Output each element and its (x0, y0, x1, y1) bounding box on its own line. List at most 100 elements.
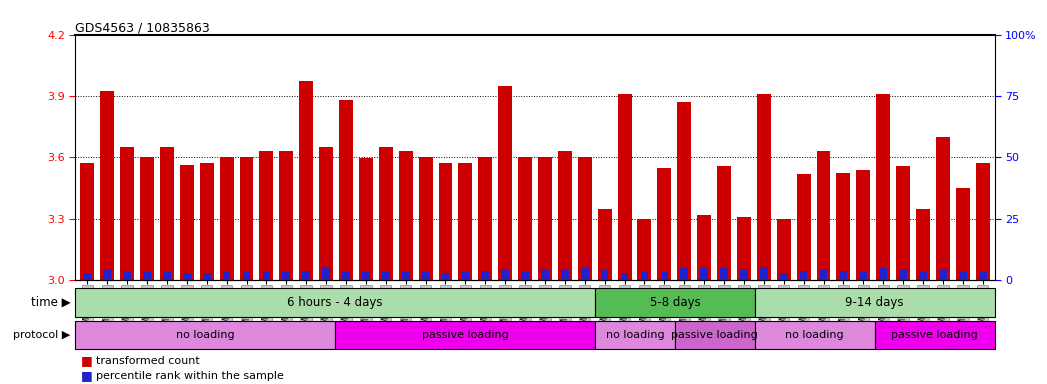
Bar (280, 151, 293, 280)
Bar (359, 159, 373, 280)
Bar (502, 270, 509, 280)
Bar (675, 321, 755, 349)
Bar (303, 271, 310, 280)
Bar (780, 273, 787, 280)
Bar (81, 162, 94, 280)
Bar (601, 270, 608, 280)
Bar (124, 271, 131, 280)
Bar (681, 268, 688, 280)
Bar (595, 288, 755, 317)
Bar (379, 147, 393, 280)
Bar (700, 268, 708, 280)
Bar (618, 94, 631, 280)
Bar (75, 321, 335, 349)
Bar (160, 147, 174, 280)
Bar (874, 321, 995, 349)
Text: no loading: no loading (605, 330, 664, 340)
Bar (916, 209, 930, 280)
Bar (558, 151, 572, 280)
Bar (658, 168, 671, 280)
Bar (299, 81, 313, 280)
Text: 6 hours - 4 days: 6 hours - 4 days (288, 296, 383, 309)
Bar (677, 102, 691, 280)
Text: passive loading: passive loading (671, 330, 758, 340)
Bar (140, 157, 154, 280)
Bar (800, 271, 807, 280)
Bar (240, 157, 253, 280)
Bar (860, 272, 867, 280)
Bar (243, 272, 250, 280)
Text: protocol ▶: protocol ▶ (13, 330, 70, 340)
Bar (183, 273, 191, 280)
Text: GDS4563 / 10835863: GDS4563 / 10835863 (75, 21, 210, 34)
Bar (956, 188, 970, 280)
Bar (399, 151, 413, 280)
Bar (143, 272, 151, 280)
Bar (283, 272, 290, 280)
Bar (335, 321, 595, 349)
Bar (896, 166, 910, 280)
Bar (419, 157, 432, 280)
Bar (84, 273, 91, 280)
Bar (581, 268, 588, 280)
Bar (638, 219, 651, 280)
Text: percentile rank within the sample: percentile rank within the sample (96, 371, 284, 381)
Text: 9-14 days: 9-14 days (846, 296, 904, 309)
Bar (777, 219, 790, 280)
Bar (339, 100, 353, 280)
Bar (697, 215, 711, 280)
Bar (402, 272, 409, 280)
Bar (104, 269, 111, 280)
Bar (120, 147, 134, 280)
Text: no loading: no loading (176, 330, 235, 340)
Bar (382, 272, 389, 280)
Bar (75, 288, 595, 317)
Bar (342, 272, 350, 280)
Bar (598, 209, 611, 280)
Bar (541, 270, 549, 280)
Bar (737, 217, 751, 280)
Bar (879, 268, 887, 280)
Bar (820, 270, 827, 280)
Bar (319, 147, 333, 280)
Bar (959, 272, 966, 280)
Bar (200, 162, 214, 280)
Bar (621, 273, 628, 280)
Bar (939, 270, 946, 280)
Bar (979, 272, 986, 280)
Text: ■: ■ (81, 354, 92, 367)
Bar (757, 94, 771, 280)
Bar (837, 173, 850, 280)
Bar (919, 272, 927, 280)
Bar (755, 288, 995, 317)
Bar (498, 86, 512, 280)
Bar (518, 157, 532, 280)
Bar (521, 272, 529, 280)
Text: time ▶: time ▶ (30, 296, 70, 309)
Bar (740, 269, 748, 280)
Bar (840, 271, 847, 280)
Bar (876, 94, 890, 280)
Text: passive loading: passive loading (422, 330, 509, 340)
Bar (220, 157, 233, 280)
Text: passive loading: passive loading (891, 330, 978, 340)
Bar (478, 157, 492, 280)
Bar (817, 151, 830, 280)
Text: ■: ■ (81, 369, 92, 382)
Bar (797, 174, 810, 280)
Bar (163, 272, 171, 280)
Bar (641, 272, 648, 280)
Bar (720, 268, 728, 280)
Text: 5-8 days: 5-8 days (649, 296, 700, 309)
Bar (856, 170, 870, 280)
Bar (936, 137, 950, 280)
Bar (442, 273, 449, 280)
Bar (661, 272, 668, 280)
Bar (260, 151, 273, 280)
Bar (362, 272, 370, 280)
Bar (462, 272, 469, 280)
Text: transformed count: transformed count (96, 356, 200, 366)
Bar (459, 162, 472, 280)
Bar (203, 273, 210, 280)
Bar (422, 272, 429, 280)
